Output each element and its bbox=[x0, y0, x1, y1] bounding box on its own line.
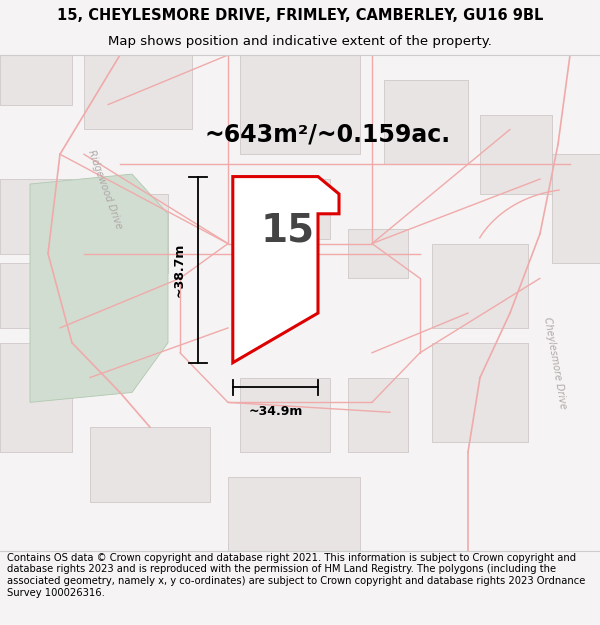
Text: ~643m²/~0.159ac.: ~643m²/~0.159ac. bbox=[204, 122, 450, 146]
Polygon shape bbox=[240, 55, 360, 154]
Text: Contains OS data © Crown copyright and database right 2021. This information is : Contains OS data © Crown copyright and d… bbox=[7, 552, 586, 598]
Polygon shape bbox=[240, 378, 330, 452]
Polygon shape bbox=[0, 263, 72, 328]
Text: Ridgewood Drive: Ridgewood Drive bbox=[86, 148, 124, 230]
Polygon shape bbox=[432, 244, 528, 328]
Polygon shape bbox=[348, 229, 408, 278]
Text: Map shows position and indicative extent of the property.: Map shows position and indicative extent… bbox=[108, 35, 492, 48]
Polygon shape bbox=[228, 477, 360, 551]
Text: ~34.9m: ~34.9m bbox=[248, 405, 302, 418]
Polygon shape bbox=[432, 343, 528, 442]
Text: 15, CHEYLESMORE DRIVE, FRIMLEY, CAMBERLEY, GU16 9BL: 15, CHEYLESMORE DRIVE, FRIMLEY, CAMBERLE… bbox=[57, 8, 543, 23]
Polygon shape bbox=[90, 428, 210, 502]
Polygon shape bbox=[480, 114, 552, 194]
Polygon shape bbox=[384, 80, 468, 164]
Polygon shape bbox=[84, 55, 192, 129]
Polygon shape bbox=[240, 179, 330, 239]
Polygon shape bbox=[552, 154, 600, 263]
Text: Cheylesmore Drive: Cheylesmore Drive bbox=[542, 316, 568, 409]
Polygon shape bbox=[0, 179, 72, 254]
Polygon shape bbox=[233, 177, 339, 362]
Text: 15: 15 bbox=[260, 212, 315, 250]
Polygon shape bbox=[348, 378, 408, 452]
Polygon shape bbox=[30, 174, 168, 402]
Polygon shape bbox=[84, 194, 168, 273]
Polygon shape bbox=[0, 343, 72, 452]
Text: ~38.7m: ~38.7m bbox=[173, 242, 186, 297]
Polygon shape bbox=[0, 55, 72, 104]
